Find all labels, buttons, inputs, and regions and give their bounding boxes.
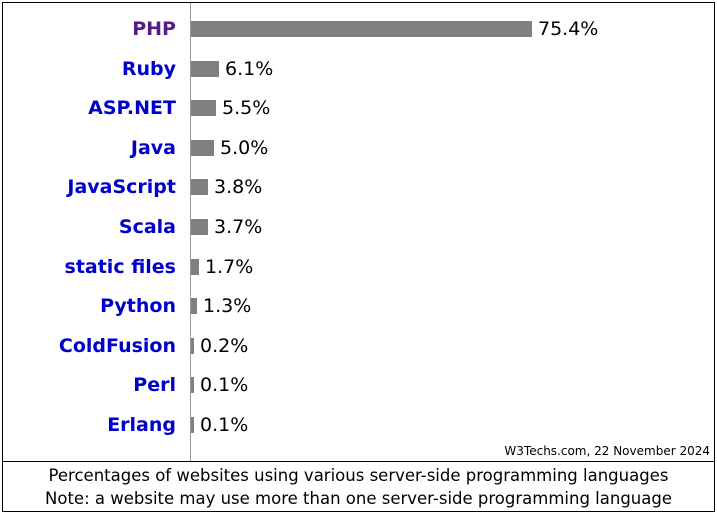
caption-line-2: Note: a website may use more than one se… — [45, 489, 672, 508]
bar — [191, 417, 194, 433]
value-label: 1.7% — [205, 256, 254, 278]
value-label: 0.1% — [200, 414, 249, 436]
bar — [191, 338, 194, 354]
bar-row: Ruby 6.1% — [3, 54, 714, 84]
source-credit: W3Techs.com, 22 November 2024 — [504, 444, 710, 458]
category-label[interactable]: Ruby — [121, 58, 176, 80]
bar — [191, 259, 199, 275]
bar-row: PHP 75.4% — [3, 14, 714, 44]
category-label[interactable]: Java — [130, 137, 176, 159]
bar — [191, 298, 197, 314]
bar-row: JavaScript 3.8% — [3, 172, 714, 202]
value-label: 0.2% — [200, 335, 249, 357]
y-axis-line — [190, 3, 191, 461]
bar — [191, 61, 219, 77]
category-label[interactable]: ColdFusion — [58, 335, 176, 357]
bar-row: Perl 0.1% — [3, 370, 714, 400]
value-label: 5.5% — [222, 97, 271, 119]
bar — [191, 140, 214, 156]
bar-chart: PHP 75.4% Ruby 6.1% ASP.NET 5.5% Java 5.0% JavaS… — [3, 3, 714, 461]
bar-row: Python 1.3% — [3, 291, 714, 321]
bar-row: static files 1.7% — [3, 252, 714, 282]
category-label[interactable]: Scala — [118, 216, 176, 238]
bar — [191, 377, 194, 393]
value-label: 6.1% — [225, 58, 274, 80]
value-label: 3.8% — [214, 176, 263, 198]
bar-row: ASP.NET 5.5% — [3, 93, 714, 123]
category-label[interactable]: Perl — [133, 374, 176, 396]
category-label[interactable]: Erlang — [107, 414, 176, 436]
bar — [191, 179, 208, 195]
bar-row: Java 5.0% — [3, 133, 714, 163]
chart-caption: Percentages of websites using various se… — [3, 461, 714, 511]
category-label[interactable]: ASP.NET — [88, 97, 176, 119]
value-label: 0.1% — [200, 374, 249, 396]
bar-row: ColdFusion 0.2% — [3, 331, 714, 361]
category-label[interactable]: Python — [100, 295, 176, 317]
value-label: 3.7% — [214, 216, 263, 238]
value-label: 75.4% — [538, 18, 599, 40]
value-label: 5.0% — [220, 137, 269, 159]
bar — [191, 21, 532, 37]
value-label: 1.3% — [203, 295, 252, 317]
bar-row: Erlang 0.1% — [3, 410, 714, 440]
caption-line-1: Percentages of websites using various se… — [48, 466, 669, 485]
bar — [191, 219, 208, 235]
category-label[interactable]: PHP — [132, 18, 176, 40]
bar — [191, 100, 216, 116]
bar-row: Scala 3.7% — [3, 212, 714, 242]
category-label[interactable]: JavaScript — [67, 176, 176, 198]
category-label[interactable]: static files — [64, 256, 176, 278]
